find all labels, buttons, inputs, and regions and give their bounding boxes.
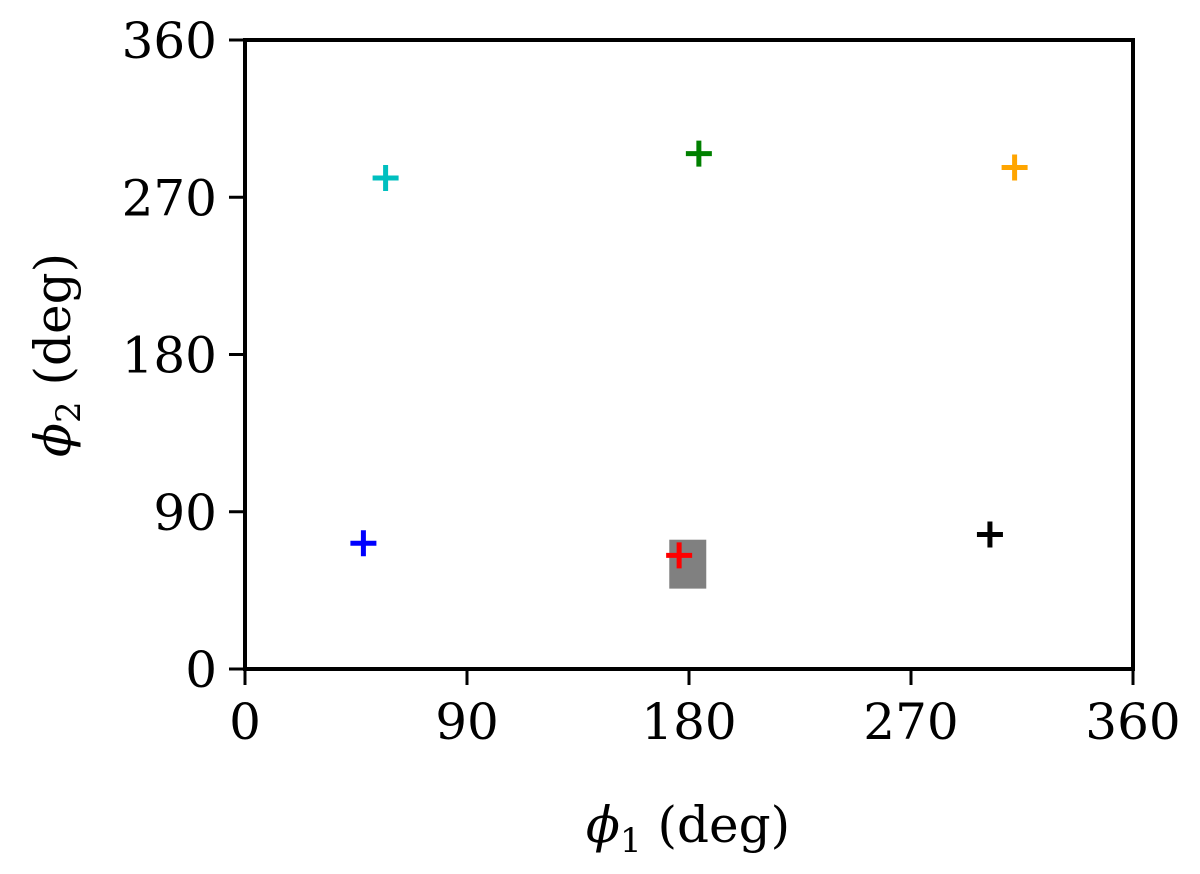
highlight-region [669, 539, 707, 589]
y-tick-label: 180 [122, 327, 217, 385]
data-point [372, 165, 399, 192]
x-tick-label: 360 [1085, 693, 1180, 751]
data-point [1001, 154, 1028, 181]
y-tick-label: 360 [122, 12, 217, 70]
y-axis-label: ϕ2 (deg) [24, 253, 89, 457]
y-tick-label: 90 [153, 484, 217, 542]
data-point [666, 542, 693, 569]
x-tick-label: 180 [641, 693, 736, 751]
x-tick-label: 270 [863, 693, 958, 751]
data-point [685, 140, 712, 167]
x-tick-label: 90 [435, 693, 499, 751]
data-points [350, 140, 1028, 569]
y-axis-ticks: 0 90 180 270 360 [122, 12, 245, 699]
y-tick-label: 0 [185, 641, 217, 699]
data-point [350, 530, 377, 557]
x-axis-label: ϕ1 (deg) [586, 796, 790, 861]
data-point [976, 521, 1003, 548]
highlight-region-layer [669, 539, 707, 589]
y-tick-label: 270 [122, 169, 217, 227]
x-axis-ticks: 0 90 180 270 360 [229, 669, 1181, 751]
x-tick-label: 0 [229, 693, 261, 751]
